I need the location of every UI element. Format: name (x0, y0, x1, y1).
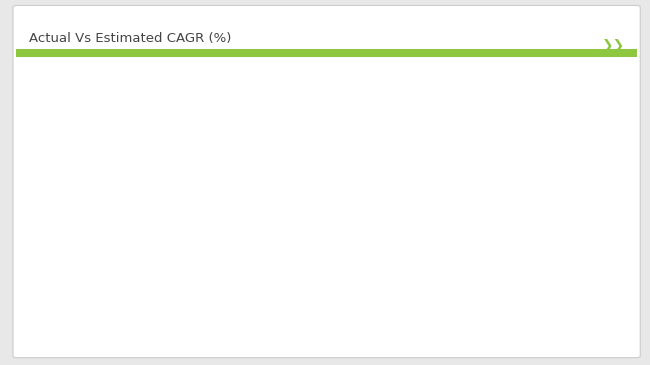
Y-axis label: Growth Rate (%): Growth Rate (%) (25, 157, 34, 232)
Text: Actual Vs Estimated CAGR (%): Actual Vs Estimated CAGR (%) (29, 32, 231, 45)
Text: ❯❯: ❯❯ (602, 39, 625, 53)
